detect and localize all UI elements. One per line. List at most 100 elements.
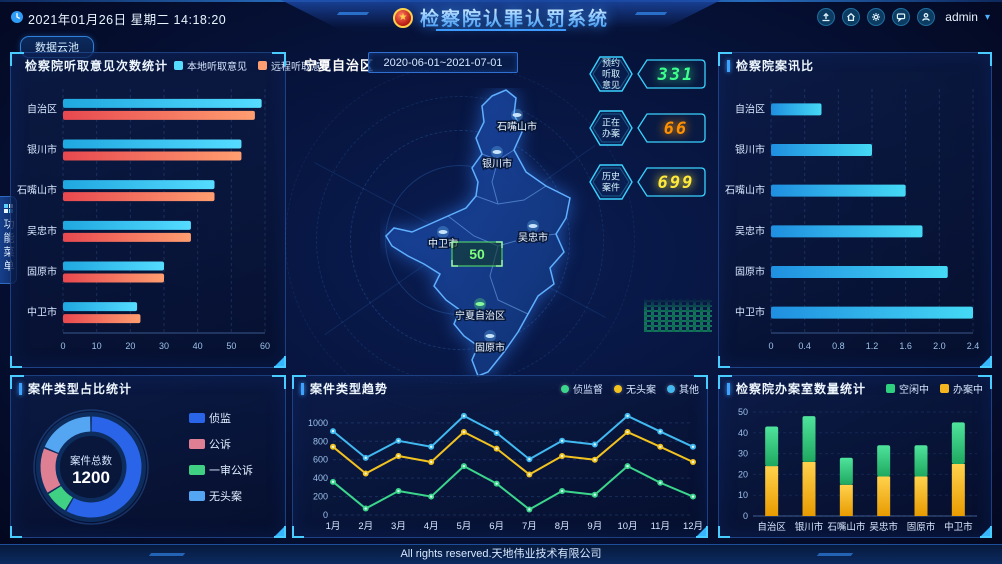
title-accent-bar (19, 382, 22, 395)
legend-item[interactable]: 无头案 (189, 488, 253, 504)
legend-item[interactable]: 侦监 (189, 410, 253, 426)
svg-text:中卫市: 中卫市 (944, 521, 973, 533)
city-marker-银川市[interactable]: 银川市 (481, 130, 514, 172)
legend-swatch (189, 491, 205, 501)
legend-item[interactable]: 公诉 (189, 436, 253, 452)
legend-item[interactable]: 远程听取意见 (258, 58, 331, 73)
svg-text:50: 50 (469, 246, 485, 262)
svg-text:中卫市: 中卫市 (27, 306, 57, 319)
svg-text:0.8: 0.8 (832, 341, 845, 351)
legend-item[interactable]: 侦监督 (561, 381, 603, 396)
header-decor-slash-left (336, 12, 370, 15)
legend-item[interactable]: 一审公诉 (189, 462, 253, 478)
copyright-text: All rights reserved.天地伟业技术有限公司 (400, 548, 602, 560)
panel-header: 检察院办案室数量统计 空闲中 办案中 (719, 376, 991, 401)
equalizer-decoration (644, 298, 712, 332)
panel-title: 检察院案讯比 (736, 59, 815, 73)
legend-item[interactable]: 无头案 (614, 381, 656, 396)
svg-text:1200: 1200 (72, 468, 110, 487)
panel-header: 案件类型趋势 侦监督 无头案 其他 (293, 376, 707, 401)
svg-text:预约: 预约 (602, 57, 620, 68)
legend-item[interactable]: 办案中 (940, 381, 983, 396)
chart-svg: 0 10 20 30 40 50 自治区 银川市 石嘴山市 吴忠市 固原市 中卫市 (738, 407, 977, 533)
legend-label: 一审公诉 (209, 465, 253, 477)
corner-accent (696, 526, 708, 538)
clock-icon (10, 10, 24, 29)
svg-text:银川市: 银川市 (27, 143, 57, 156)
city-marker-固原市[interactable]: 固原市 (474, 314, 507, 356)
legend-item[interactable]: 本地听取意见 (174, 58, 247, 73)
svg-text:8月: 8月 (555, 521, 570, 532)
corner-accent (980, 526, 992, 538)
svg-text:银川市: 银川市 (795, 521, 824, 533)
legend-swatch (174, 61, 184, 70)
panel-trend: 案件类型趋势 侦监督 无头案 其他 0 200 400 600 800 1000 1月 2月 3月 4… (292, 375, 708, 538)
panel-title: 检察院听取意见次数统计 (25, 59, 169, 73)
footer: All rights reserved.天地伟业技术有限公司 (0, 544, 1002, 564)
gear-icon[interactable] (867, 8, 886, 26)
svg-text:200: 200 (313, 492, 328, 502)
svg-text:案件总数: 案件总数 (70, 454, 112, 467)
stat-正在办案: 正在 办案 66 (588, 108, 710, 153)
svg-text:9月: 9月 (587, 521, 602, 532)
svg-text:30: 30 (159, 341, 169, 351)
svg-text:20: 20 (738, 469, 748, 479)
trend-legend: 侦监督 无头案 其他 (561, 381, 699, 396)
svg-text:自治区: 自治区 (757, 521, 786, 533)
svg-text:吴忠市: 吴忠市 (518, 231, 548, 244)
page-title: 检察院认罪认罚系统 (420, 4, 609, 31)
svg-text:5月: 5月 (457, 521, 472, 532)
datetime-text: 2021年01月26日 星期二 14:18:20 (28, 13, 227, 27)
svg-text:50: 50 (738, 407, 748, 417)
legend-swatch (561, 384, 569, 393)
user-icon[interactable] (917, 8, 936, 26)
svg-text:固原市: 固原市 (475, 341, 505, 354)
legend-label: 公诉 (209, 439, 231, 451)
home-icon[interactable] (842, 8, 861, 26)
legend-swatch (940, 384, 949, 393)
corner-accent (10, 526, 22, 538)
svg-text:6月: 6月 (489, 521, 504, 532)
svg-text:银川市: 银川市 (735, 143, 765, 156)
legend-label: 空闲中 (899, 385, 929, 396)
svg-text:699: 699 (658, 173, 695, 193)
chart-svg: 0 200 400 600 800 1000 1月 2月 3月 4月 5月 6月 7月 8月 9月 10月 11… (308, 412, 703, 532)
legend-item[interactable]: 其他 (667, 381, 699, 396)
legend-label: 本地听取意见 (187, 62, 248, 73)
caret-down-icon[interactable]: ▾ (984, 11, 990, 23)
legend-item[interactable]: 空闲中 (886, 381, 929, 396)
svg-text:1月: 1月 (326, 521, 341, 532)
city-marker-石嘴山市[interactable]: 石嘴山市 (496, 93, 539, 135)
corner-accent (718, 356, 730, 368)
svg-text:0: 0 (60, 341, 65, 351)
svg-text:10: 10 (738, 490, 748, 500)
message-icon[interactable] (892, 8, 911, 26)
panel-title: 检察院办案室数量统计 (736, 382, 867, 396)
panel-title: 案件类型趋势 (310, 382, 389, 396)
svg-text:正在: 正在 (602, 117, 620, 128)
date-range-picker[interactable]: 2020-06-01~2021-07-01 (368, 52, 518, 73)
legend-label: 无头案 (626, 385, 656, 396)
header: ★ 检察院认罪认罚系统 2021年01月26日 星期二 14:18:20 adm… (0, 0, 1002, 34)
svg-text:0: 0 (743, 511, 748, 521)
trend-line-chart: 0 200 400 600 800 1000 1月 2月 3月 4月 5月 6月 7月 8月 9月 10月 11… (297, 401, 705, 540)
corner-accent (10, 356, 22, 368)
username-label[interactable]: admin (945, 10, 978, 24)
share-icon[interactable] (817, 8, 836, 26)
svg-text:宁夏自治区: 宁夏自治区 (455, 309, 505, 322)
svg-text:0: 0 (768, 341, 773, 351)
city-marker-吴忠市[interactable]: 吴忠市 (517, 204, 550, 246)
legend-label: 远程听取意见 (271, 62, 332, 73)
svg-text:0: 0 (323, 510, 328, 520)
svg-text:30: 30 (738, 449, 748, 459)
svg-text:600: 600 (313, 455, 328, 465)
header-decor-slash-right (634, 12, 668, 15)
city-marker-宁夏自治区[interactable]: 宁夏自治区 (454, 272, 507, 324)
corner-accent (718, 526, 730, 538)
legend-swatch (189, 413, 205, 423)
svg-text:自治区: 自治区 (735, 102, 765, 115)
